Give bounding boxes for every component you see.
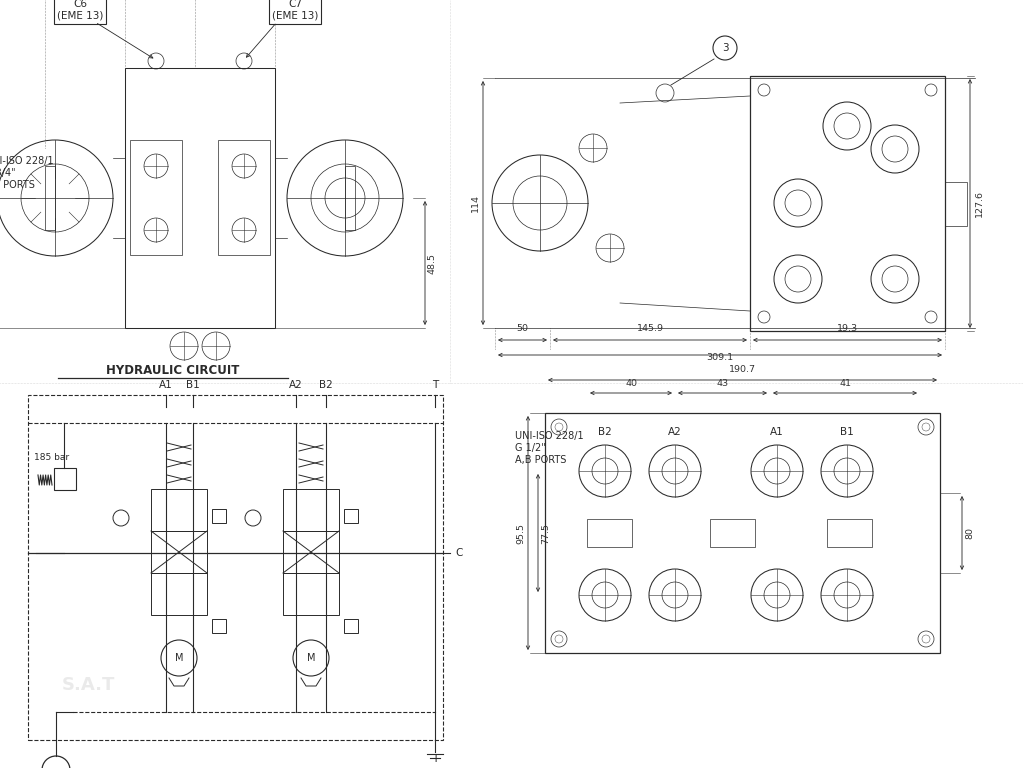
Text: UNI-ISO 228/1
G 3/4"
P,T PORTS: UNI-ISO 228/1 G 3/4" P,T PORTS — [0, 157, 53, 190]
Bar — [212, 509, 226, 523]
Text: 309.1: 309.1 — [707, 353, 733, 362]
Text: B2: B2 — [319, 380, 332, 390]
Bar — [283, 489, 339, 531]
Bar — [54, 468, 76, 490]
Bar — [212, 619, 226, 633]
Text: 185 bar: 185 bar — [34, 453, 70, 462]
Text: B2: B2 — [598, 427, 612, 437]
Text: 95.5: 95.5 — [517, 522, 526, 544]
Text: 114: 114 — [471, 194, 480, 212]
Text: C: C — [455, 548, 462, 558]
Text: M: M — [307, 653, 315, 663]
Bar — [545, 413, 940, 653]
Text: 145.9: 145.9 — [636, 324, 664, 333]
Bar — [945, 182, 967, 226]
Text: T: T — [432, 380, 438, 390]
Bar — [344, 509, 358, 523]
Text: 127.6: 127.6 — [975, 190, 983, 217]
Bar — [151, 531, 207, 573]
Text: 41: 41 — [839, 379, 851, 388]
Text: A2: A2 — [290, 380, 303, 390]
Text: 48.5: 48.5 — [428, 253, 437, 273]
Text: S.A.T: S.A.T — [61, 676, 115, 694]
Bar — [750, 76, 945, 331]
Text: 40: 40 — [625, 379, 637, 388]
Bar — [151, 489, 207, 531]
Bar — [218, 140, 270, 255]
Text: T: T — [432, 754, 438, 764]
Bar — [345, 166, 355, 230]
Text: 190.7: 190.7 — [729, 365, 756, 374]
Text: 80: 80 — [966, 527, 975, 539]
Text: C6
(EME 13): C6 (EME 13) — [57, 0, 103, 21]
Bar — [130, 140, 182, 255]
Bar — [151, 573, 207, 615]
Text: 3: 3 — [721, 43, 728, 53]
Bar — [344, 619, 358, 633]
Text: 77.5: 77.5 — [541, 522, 550, 544]
Text: A2: A2 — [668, 427, 682, 437]
Text: M: M — [175, 653, 183, 663]
Text: C7
(EME 13): C7 (EME 13) — [272, 0, 318, 21]
Text: HYDRAULIC CIRCUIT: HYDRAULIC CIRCUIT — [106, 364, 239, 377]
Text: A1: A1 — [160, 380, 173, 390]
Text: 19.3: 19.3 — [837, 324, 858, 333]
Bar — [710, 519, 755, 547]
Bar — [827, 519, 872, 547]
Text: A1: A1 — [770, 427, 784, 437]
Bar — [283, 531, 339, 573]
Text: B1: B1 — [840, 427, 854, 437]
Bar — [28, 395, 443, 740]
Bar — [587, 519, 632, 547]
Text: B1: B1 — [186, 380, 199, 390]
Bar — [45, 166, 55, 230]
Text: 43: 43 — [716, 379, 728, 388]
Bar — [125, 68, 275, 328]
Bar — [283, 573, 339, 615]
Text: UNI-ISO 228/1
G 1/2"
A,B PORTS: UNI-ISO 228/1 G 1/2" A,B PORTS — [515, 432, 584, 465]
Text: 50: 50 — [517, 324, 529, 333]
